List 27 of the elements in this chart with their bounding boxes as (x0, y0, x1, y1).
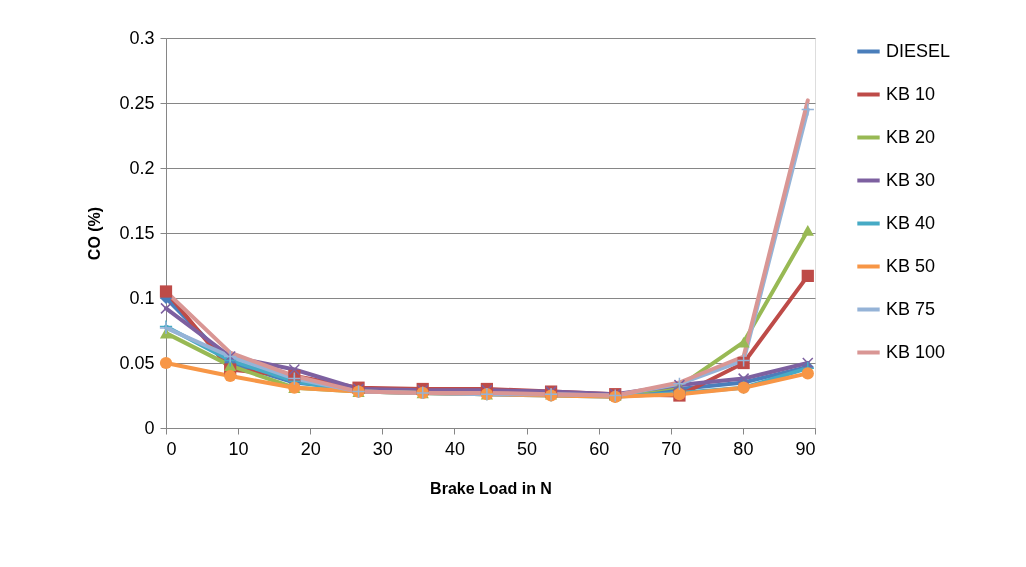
x-tick-label: 10 (228, 438, 249, 459)
x-tick-label: 20 (300, 438, 321, 459)
y-tick-label: 0.2 (129, 157, 155, 178)
x-tick-label: 80 (733, 438, 754, 459)
x-tick-label: 50 (517, 438, 538, 459)
x-tick-label: 40 (444, 438, 465, 459)
y-axis-title: CO (%) (86, 206, 104, 261)
legend-label: KB 40 (886, 212, 936, 233)
legend-label: DIESEL (886, 40, 951, 61)
x-tick-label: 60 (589, 438, 610, 459)
y-tick-label: 0.25 (119, 92, 155, 113)
y-tick-label: 0.3 (129, 27, 155, 48)
x-axis-title: Brake Load in N (430, 479, 552, 497)
x-tick-label: 70 (661, 438, 682, 459)
legend-label: KB 10 (886, 83, 936, 104)
y-tick-label: 0.05 (119, 352, 155, 373)
y-tick-label: 0.1 (129, 287, 155, 308)
legend-label: KB 75 (886, 298, 936, 319)
x-tick-label: 90 (795, 438, 816, 459)
legend-label: KB 100 (886, 341, 946, 362)
legend-label: KB 50 (886, 255, 936, 276)
x-tick-label: 30 (372, 438, 393, 459)
legend-label: KB 20 (886, 126, 936, 147)
legend-label: KB 30 (886, 169, 936, 190)
y-tick-label: 0 (144, 417, 155, 438)
x-tick-label: 0 (166, 438, 177, 459)
y-tick-label: 0.15 (119, 222, 155, 243)
